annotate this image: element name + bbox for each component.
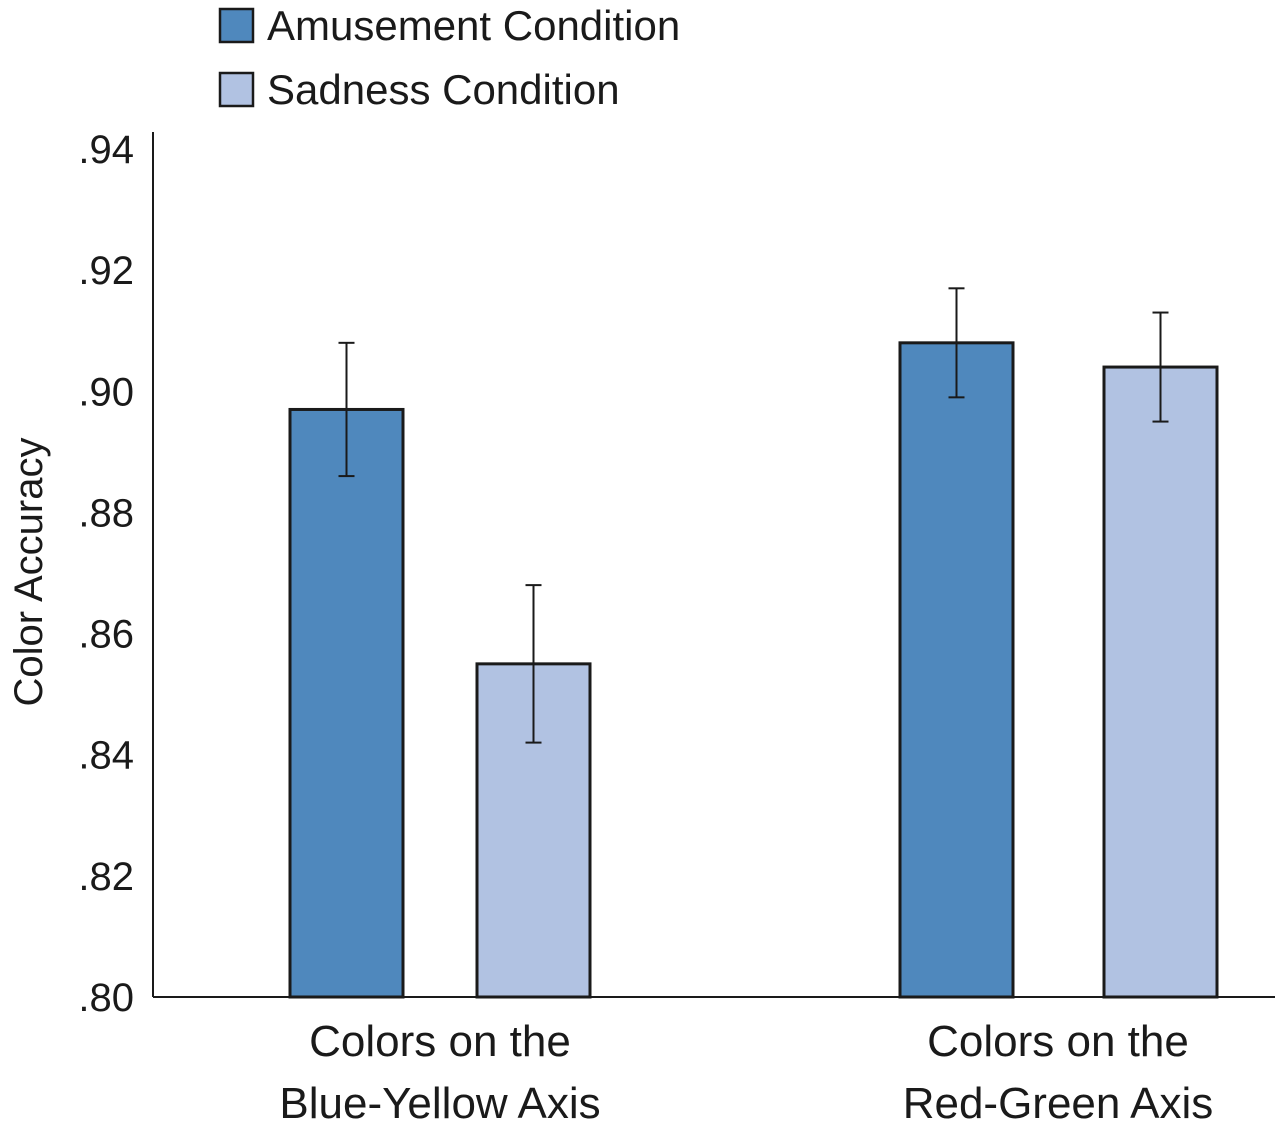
bar [898,341,1015,999]
y-axis-title: Color Accuracy [7,438,51,707]
legend-label: Amusement Condition [267,2,680,49]
x-category-label: Colors on the [309,1017,571,1066]
y-tick-label: .94 [78,128,134,172]
legend-swatch [218,71,255,108]
y-tick-label: .92 [78,249,134,293]
y-tick-label: .90 [78,370,134,414]
y-axis-ticks: .80 .82 .84 .86 .88 .90 .92 .94 [78,128,134,1020]
x-axis-labels: Colors on the Blue-Yellow Axis Colors on t… [279,1017,1213,1128]
legend-swatch [218,7,255,44]
y-tick-label: .86 [78,613,134,657]
x-category-label: Blue-Yellow Axis [279,1079,600,1128]
y-tick-label: .88 [78,491,134,535]
x-category-label: Colors on the [927,1017,1189,1066]
bar [288,407,405,999]
y-tick-label: .82 [78,855,134,899]
bar [1102,365,1219,999]
bars [288,341,1219,999]
legend-label: Sadness Condition [267,66,620,113]
error-bars [338,287,1169,744]
x-category-label: Red-Green Axis [903,1079,1214,1128]
y-tick-label: .84 [78,734,134,778]
y-tick-label: .80 [78,976,134,1020]
legend: Amusement Condition Sadness Condition [218,2,680,113]
